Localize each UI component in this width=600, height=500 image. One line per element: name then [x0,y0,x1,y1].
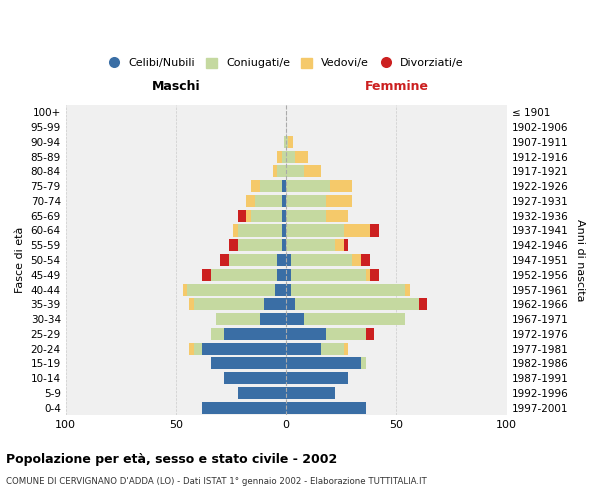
Bar [194,298,264,310]
Bar [211,268,277,281]
Bar [229,254,277,266]
Bar [251,210,282,222]
Bar [286,224,344,236]
Bar [286,150,295,162]
Legend: Celibi/Nubili, Coniugati/e, Vedovi/e, Divorziati/e: Celibi/Nubili, Coniugati/e, Vedovi/e, Di… [109,58,464,68]
Bar [273,166,277,177]
Bar [286,195,326,207]
Bar [256,195,282,207]
Bar [238,239,282,252]
Bar [260,180,282,192]
Bar [290,268,365,281]
Y-axis label: Anni di nascita: Anni di nascita [575,219,585,302]
Bar [322,342,344,354]
Bar [344,239,348,252]
Bar [370,268,379,281]
Bar [286,254,290,266]
Bar [233,224,238,236]
Bar [282,150,286,162]
Bar [286,298,295,310]
Bar [286,342,322,354]
Bar [286,328,326,340]
Bar [211,328,224,340]
Bar [224,328,286,340]
Bar [282,210,286,222]
Text: COMUNE DI CERVIGNANO D'ADDA (LO) - Dati ISTAT 1° gennaio 2002 - Elaborazione TUT: COMUNE DI CERVIGNANO D'ADDA (LO) - Dati … [6,478,427,486]
Bar [286,387,335,399]
Bar [286,268,290,281]
Bar [224,372,286,384]
Bar [286,402,365,414]
Text: Femmine: Femmine [364,80,428,93]
Bar [304,166,322,177]
Bar [370,224,379,236]
Bar [202,342,286,354]
Bar [290,284,405,296]
Bar [286,313,304,325]
Bar [289,136,293,148]
Bar [286,358,361,370]
Bar [335,239,344,252]
Bar [277,268,286,281]
Bar [286,136,289,148]
Bar [189,298,194,310]
Bar [365,328,374,340]
Bar [202,402,286,414]
Bar [187,284,275,296]
Bar [361,254,370,266]
Bar [405,284,410,296]
Bar [295,298,419,310]
Text: Maschi: Maschi [152,80,200,93]
Bar [326,210,348,222]
Bar [326,328,365,340]
Bar [182,284,187,296]
Bar [220,254,229,266]
Bar [247,210,251,222]
Bar [286,284,290,296]
Text: Popolazione per età, sesso e stato civile - 2002: Popolazione per età, sesso e stato civil… [6,452,337,466]
Bar [194,342,202,354]
Bar [277,166,286,177]
Bar [295,150,308,162]
Bar [282,180,286,192]
Bar [277,150,282,162]
Bar [277,254,286,266]
Bar [238,224,282,236]
Bar [290,254,352,266]
Bar [361,358,365,370]
Bar [286,180,331,192]
Bar [282,239,286,252]
Bar [352,254,361,266]
Bar [189,342,194,354]
Bar [344,224,370,236]
Bar [286,210,326,222]
Bar [264,298,286,310]
Bar [215,313,260,325]
Bar [365,268,370,281]
Bar [282,224,286,236]
Bar [282,195,286,207]
Bar [251,180,260,192]
Bar [238,387,286,399]
Bar [238,210,247,222]
Bar [344,342,348,354]
Bar [202,268,211,281]
Bar [275,284,286,296]
Bar [304,313,405,325]
Bar [286,239,335,252]
Bar [286,372,348,384]
Bar [284,136,286,148]
Bar [286,166,304,177]
Bar [260,313,286,325]
Bar [229,239,238,252]
Bar [326,195,352,207]
Bar [211,358,286,370]
Y-axis label: Fasce di età: Fasce di età [15,227,25,293]
Bar [331,180,352,192]
Bar [247,195,256,207]
Bar [419,298,427,310]
